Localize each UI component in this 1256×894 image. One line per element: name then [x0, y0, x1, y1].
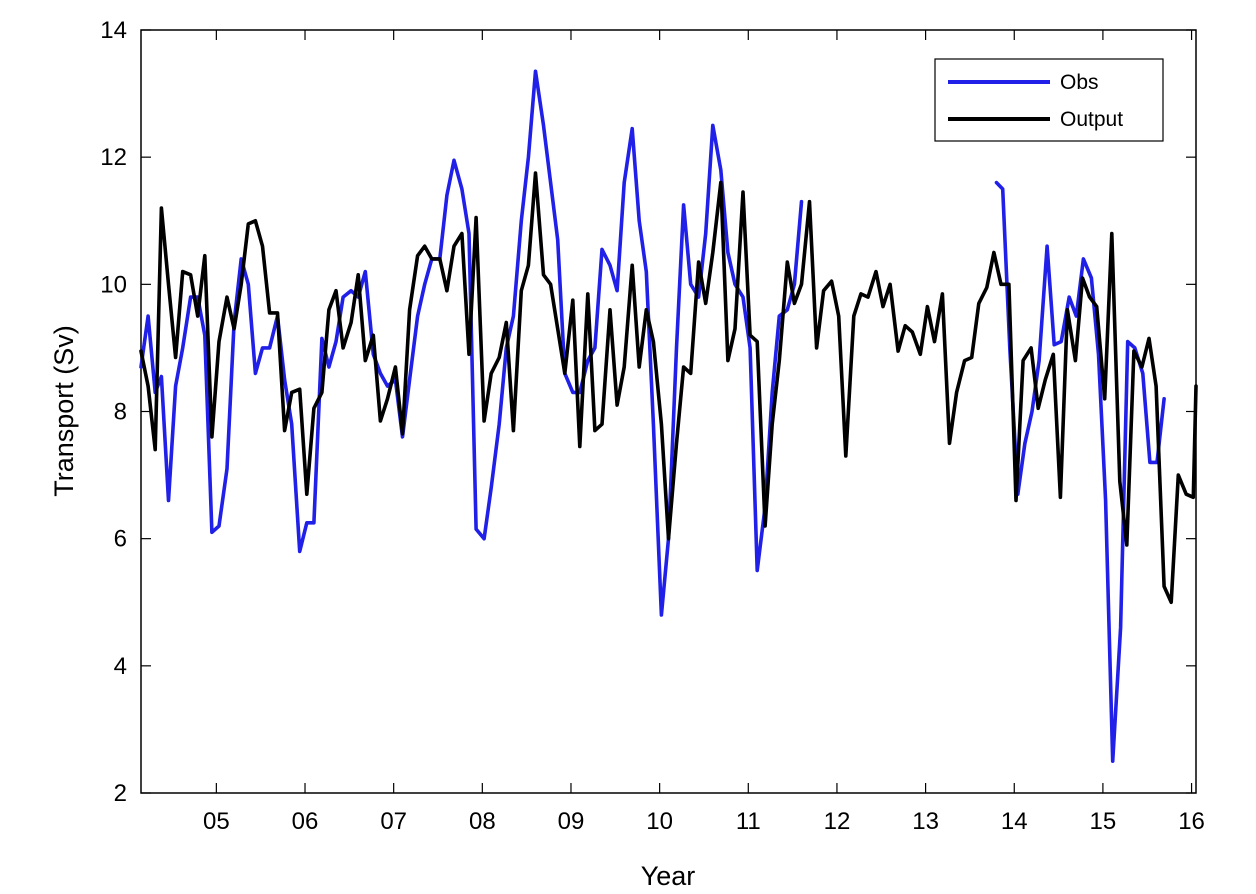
x-tick-label-7: 12	[824, 808, 851, 835]
legend: Obs Output	[934, 58, 1164, 142]
y-tick-label-0: 2	[114, 780, 127, 807]
x-tick-label-5: 10	[646, 808, 673, 835]
plot-area	[140, 29, 1197, 794]
x-tick-label-1: 06	[292, 808, 319, 835]
x-tick-label-9: 14	[1001, 808, 1028, 835]
x-tick-label-0: 05	[203, 808, 230, 835]
series-lines	[139, 69, 1198, 764]
x-axis-title: Year	[641, 861, 696, 891]
y-tick-label-3: 8	[114, 399, 127, 426]
legend-label-obs: Obs	[1060, 71, 1099, 94]
y-tick-label-2: 6	[114, 526, 127, 553]
x-tick-label-4: 09	[558, 808, 585, 835]
x-tick-label-8: 13	[912, 808, 939, 835]
axis-ticks	[141, 29, 1196, 794]
series-line-obs-0	[139, 69, 804, 617]
y-tick-label-6: 14	[100, 17, 127, 44]
legend-label-output: Output	[1060, 108, 1123, 131]
legend-box	[934, 58, 1164, 142]
y-tick-label-1: 4	[114, 653, 127, 680]
x-tick-label-11: 16	[1178, 808, 1205, 835]
tick-labels: 05 06 07 08 09 10 11 12 13 14 15 16 2 4 6 8 10 12 14	[100, 17, 1205, 835]
y-tick-label-5: 12	[100, 144, 127, 171]
series-line-output-0	[139, 171, 1198, 605]
x-tick-label-6: 11	[736, 808, 761, 835]
y-tick-label-4: 10	[100, 271, 127, 298]
x-tick-label-2: 07	[380, 808, 407, 835]
x-tick-label-10: 15	[1090, 808, 1117, 835]
y-axis-title: Transport (Sv)	[49, 325, 79, 497]
x-tick-label-3: 08	[469, 808, 496, 835]
